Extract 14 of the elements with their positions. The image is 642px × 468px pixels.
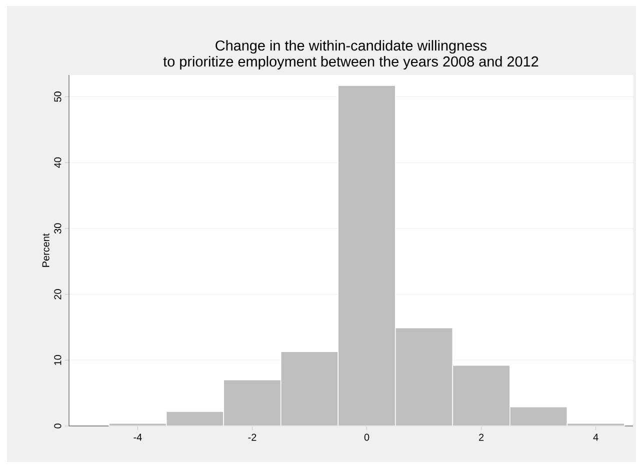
x-tick-label: 2: [479, 434, 484, 441]
y-tick-label: 40: [54, 157, 62, 168]
y-tick-label: 0: [54, 424, 62, 428]
x-tick-label: 4: [593, 434, 598, 441]
y-tick-label: 20: [54, 289, 62, 300]
y-tick-label: 50: [54, 92, 62, 102]
y-axis-title: Percent: [42, 233, 50, 267]
x-tick-label: 0: [364, 434, 370, 441]
x-tick-label: -2: [248, 434, 256, 441]
chart-title: Change in the within-candidate willingness: [216, 40, 487, 54]
chart-subtitle: to prioritize employment between the years 2008 and 2012: [163, 56, 538, 70]
y-tick-label: 30: [54, 223, 62, 234]
y-tick-label: 10: [54, 354, 62, 365]
x-tick-label: -4: [134, 434, 142, 441]
